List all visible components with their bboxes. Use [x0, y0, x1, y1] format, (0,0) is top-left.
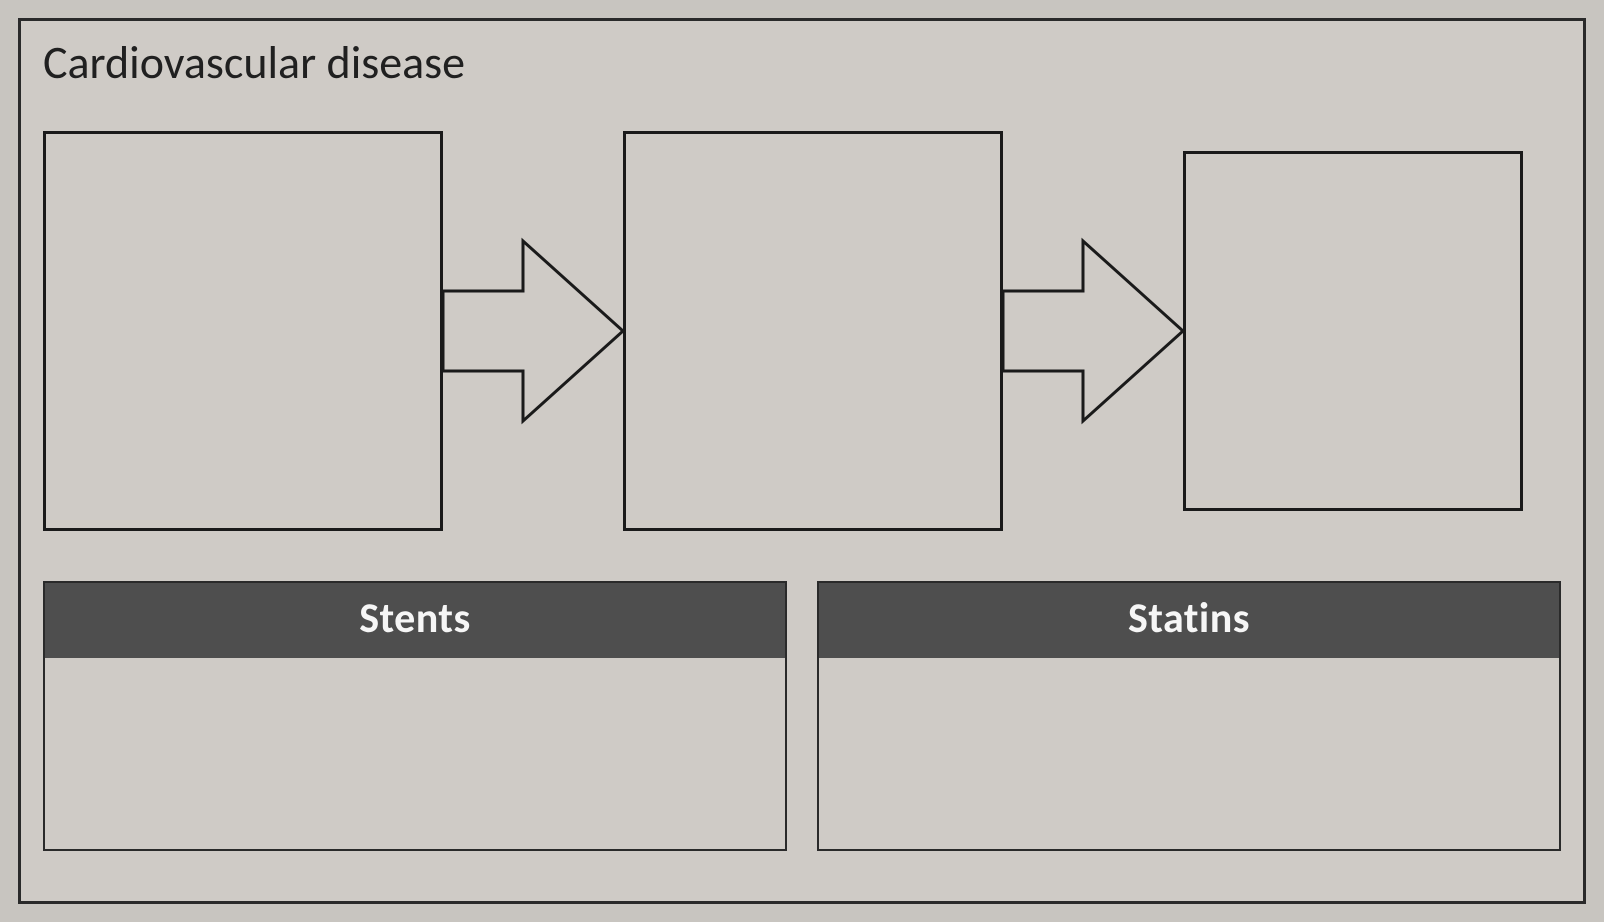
- arrow-icon: [443, 231, 623, 431]
- treatment-body: [819, 658, 1559, 849]
- arrow-icon: [1003, 231, 1183, 431]
- treatment-box-statins: Statins: [817, 581, 1561, 851]
- flow-row: [43, 121, 1561, 541]
- treatment-row: Stents Statins: [43, 581, 1561, 851]
- treatment-body: [45, 658, 785, 849]
- diagram-frame: Cardiovascular disease Stents Statins: [18, 18, 1586, 904]
- flow-box-2: [623, 131, 1003, 531]
- treatment-header: Stents: [45, 583, 785, 658]
- flow-box-3: [1183, 151, 1523, 511]
- diagram-title: Cardiovascular disease: [43, 35, 1561, 91]
- flow-box-1: [43, 131, 443, 531]
- treatment-header: Statins: [819, 583, 1559, 658]
- treatment-box-stents: Stents: [43, 581, 787, 851]
